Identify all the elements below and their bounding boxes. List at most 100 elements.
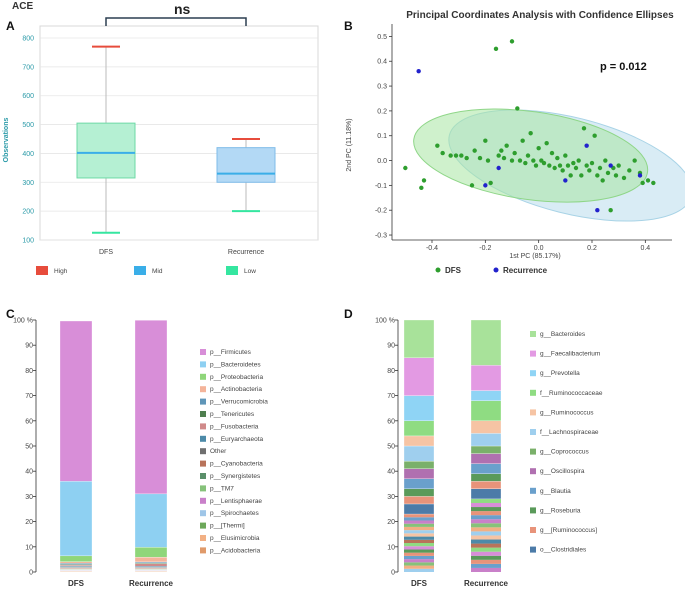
pcoa-point-recurrence [416,68,421,74]
stacked-segment-minor [471,559,501,564]
pcoa-point-dfs [600,178,605,183]
pcoa-x-tick: 0.2 [587,245,597,252]
stacked-y-tick: 80 [387,368,395,375]
stacked-segment [59,563,93,565]
stacked-legend-swatch [200,535,206,541]
boxplot-y-tick: 600 [22,93,34,100]
stacked-category-label: Recurrence [129,579,174,588]
boxplot-title: ACE [12,1,33,12]
stacked-segment [403,503,435,515]
pcoa-point-dfs [496,153,501,158]
pcoa-point-dfs [581,126,587,131]
pcoa-x-tick: 0.4 [640,245,650,252]
boxplot-legend-swatch [36,266,48,275]
pcoa-y-tick: 0.5 [377,34,387,41]
stacked-segment [134,566,168,568]
pcoa-x-tick: -0.4 [426,245,438,252]
pcoa-point-dfs [520,138,525,143]
pcoa-point-dfs [517,158,523,163]
stacked-segment-minor [404,523,434,527]
pcoa-point-dfs [488,180,493,186]
stacked-legend-swatch [530,429,536,435]
pcoa-y-tick: 0.3 [377,84,387,91]
panel-a-boxplot: ACE ns Observations 100 200 300 400 500 600 70… [3,1,319,275]
stacked-legend-label: p__Verrucomicrobia [210,399,268,406]
stacked-segment [403,468,435,479]
stacked-y-tick: 10 [387,544,395,551]
stacked-segment [470,463,502,474]
stacked-segment [470,481,502,489]
stacked-segment [134,320,168,495]
panel-d-genus-bars: 0 10 20 30 40 50 60 70 80 90 100 % DFS Recurrence g_… [375,318,603,589]
stacked-legend-label: p__Actinobacteria [210,386,262,393]
stacked-segment [403,420,435,437]
pcoa-point-dfs [477,155,483,161]
stacked-legend-swatch [530,487,536,494]
pcoa-point-dfs [613,173,619,178]
pcoa-point-dfs [640,180,645,186]
pcoa-point-dfs [565,163,571,168]
stacked-legend-swatch [200,435,206,442]
pcoa-x-axis-label: 1st PC (85.17%) [509,253,560,260]
stacked-legend-swatch [200,460,206,467]
stacked-legend-label: g__Roseburia [540,507,581,514]
pcoa-point-dfs [651,180,656,186]
pcoa-point-recurrence [563,178,568,183]
boxplot-y-tick: 200 [22,209,34,216]
stacked-segment-minor [471,543,501,548]
stacked-y-tick: 30 [25,494,33,501]
pcoa-point-dfs [587,168,592,173]
stacked-legend-label: Other [210,448,227,455]
stacked-segment-minor [471,535,501,540]
stacked-segment-minor [471,539,501,544]
stacked-legend-label: f__Ruminococcaceae [540,390,603,397]
pcoa-point-dfs [549,150,555,156]
confidence-ellipse-dfs [413,108,649,203]
pcoa-point-dfs [531,158,536,163]
stacked-legend-label: g__[Ruminococcus] [540,527,597,534]
box-iqr [76,122,136,179]
pcoa-point-dfs [448,153,453,158]
stacked-segment [134,493,168,548]
boxplot-category-label: Recurrence [228,249,264,256]
stacked-legend-label: p__[Thermi] [210,523,245,530]
pcoa-point-dfs [483,138,488,143]
stacked-category-label: Recurrence [464,579,509,588]
stacked-y-tick: 100 % [13,318,33,325]
stacked-segment [403,435,435,447]
pcoa-y-axis-label: 2nd PC (11.18%) [346,118,353,171]
pcoa-point-recurrence [584,143,589,148]
stacked-legend-label: g__Oscillospira [540,468,585,475]
pcoa-y-tick: -0.3 [375,233,387,240]
stacked-y-tick: 50 [387,444,395,451]
pcoa-point-dfs [552,165,557,171]
stacked-legend-swatch [530,331,536,337]
stacked-segment-minor [471,555,501,560]
boxplot-category-label: DFS [99,249,113,256]
pcoa-y-tick: 0.4 [377,59,387,66]
stacked-segment-minor [404,536,434,540]
stacked-segment [59,565,93,567]
pcoa-point-dfs [419,185,424,191]
stacked-category-label: DFS [68,579,85,588]
stacked-category-label: DFS [411,579,428,588]
stacked-segment-minor [471,519,501,524]
stacked-segment [134,547,168,558]
stacked-segment [59,555,93,562]
pcoa-y-tick: 0.0 [377,158,387,165]
pcoa-point-dfs [616,163,621,168]
pcoa-y-tick: -0.2 [375,208,387,215]
stacked-legend-label: p__Spirochaetes [210,510,260,517]
pcoa-point-dfs [544,140,549,146]
pcoa-point-dfs [472,148,477,153]
stacked-segment [134,556,168,563]
stacked-legend-label: p__Firmicutes [210,349,252,356]
pcoa-point-dfs [493,46,499,52]
stacked-y-tick: 40 [25,469,33,476]
stacked-segment [470,420,502,434]
pcoa-point-dfs [528,131,533,136]
pcoa-point-dfs [501,155,507,161]
pcoa-point-dfs [555,155,560,161]
stacked-segment-minor [404,559,434,563]
